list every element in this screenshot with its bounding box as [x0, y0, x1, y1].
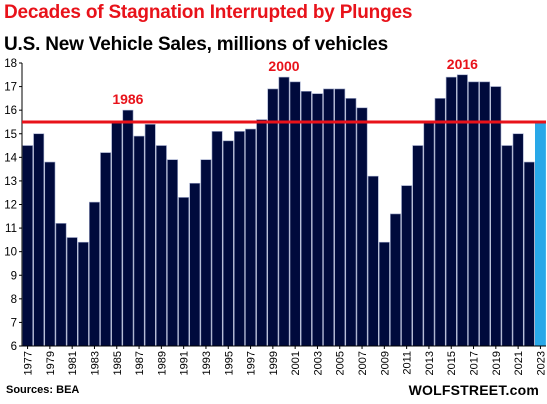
- bar-1978: [33, 133, 45, 347]
- bar-2021: [512, 133, 524, 347]
- bar-1988: [144, 124, 156, 347]
- bar-1989: [155, 145, 167, 347]
- bar-1991: [178, 197, 190, 347]
- x-tick-label-1987: 1987: [134, 351, 146, 375]
- bar-2009: [378, 241, 390, 347]
- bar-2013: [423, 121, 435, 347]
- x-tick-label-1999: 1999: [268, 351, 280, 375]
- y-tick-label-18: 18: [4, 58, 17, 70]
- y-tick-label-14: 14: [4, 152, 17, 164]
- bar-1977: [22, 145, 34, 347]
- bar-1998: [256, 119, 268, 347]
- x-tick-label-2011: 2011: [402, 351, 414, 375]
- x-tick-label-2001: 2001: [290, 351, 302, 375]
- bar-2016: [456, 74, 468, 347]
- y-tick-label-17: 17: [4, 82, 17, 94]
- bar-2002: [300, 91, 312, 347]
- bar-1999: [267, 88, 279, 347]
- bar-1987: [133, 135, 145, 347]
- bar-2010: [390, 213, 401, 347]
- x-tick-label-1977: 1977: [23, 351, 35, 375]
- y-tick-label-16: 16: [4, 105, 17, 117]
- bars-group: [22, 74, 546, 347]
- x-tick-label-2023: 2023: [535, 351, 547, 375]
- chart-title: Decades of Stagnation Interrupted by Plu…: [4, 2, 413, 23]
- bar-2000: [278, 76, 290, 347]
- chart-subtitle: U.S. New Vehicle Sales, millions of vehi…: [4, 34, 389, 55]
- y-tick-label-10: 10: [4, 247, 17, 259]
- x-tick-label-1979: 1979: [45, 351, 57, 375]
- bar-2012: [412, 145, 424, 347]
- bar-2007: [356, 107, 368, 347]
- y-tick-label-15: 15: [4, 129, 17, 141]
- bar-2006: [345, 98, 357, 347]
- x-tick-label-2007: 2007: [357, 351, 369, 375]
- y-axis: 6 7 8 9 10 11 12 13 14 15 16 17 18: [4, 58, 23, 353]
- bar-2015: [445, 76, 457, 347]
- x-tick-label-1983: 1983: [89, 351, 101, 375]
- x-tick-label-2003: 2003: [312, 351, 324, 375]
- x-tick-label-2021: 2021: [513, 351, 525, 375]
- x-tick-label-1995: 1995: [223, 351, 235, 375]
- bar-2004: [323, 88, 335, 347]
- annotation-2016: 2016: [447, 56, 478, 72]
- x-tick-label-1981: 1981: [67, 351, 79, 375]
- y-tick-label-6: 6: [11, 341, 17, 353]
- bar-2014: [434, 98, 446, 347]
- bar-1983: [89, 201, 100, 347]
- bar-1980: [55, 223, 67, 347]
- y-tick-label-7: 7: [11, 317, 17, 329]
- x-tick-label-2009: 2009: [379, 351, 391, 375]
- bar-2011: [401, 185, 413, 347]
- bar-2022: [523, 161, 535, 347]
- annotations-group: 1986 2000 2016: [112, 56, 478, 107]
- x-tick-label-2005: 2005: [335, 351, 347, 375]
- bar-2003: [312, 93, 323, 347]
- annotation-1986: 1986: [112, 91, 143, 107]
- bar-1992: [189, 182, 201, 347]
- bar-1984: [100, 152, 112, 347]
- bar-1994: [211, 131, 223, 347]
- bar-1993: [200, 159, 212, 347]
- bar-2020: [501, 145, 513, 347]
- bar-2005: [334, 88, 346, 347]
- x-tick-label-2015: 2015: [446, 351, 458, 375]
- bar-2023: [534, 121, 546, 347]
- bar-1981: [66, 237, 78, 347]
- x-tick-label-2013: 2013: [424, 351, 436, 375]
- y-tick-label-11: 11: [5, 223, 17, 235]
- source-note: Sources: BEA: [6, 384, 80, 396]
- x-tick-label-2019: 2019: [491, 351, 503, 375]
- x-axis: 1977 1979 1981 1983 1985 1987 1989 1991 1993 1995…: [22, 345, 547, 375]
- x-tick-label-1991: 1991: [179, 351, 191, 375]
- bar-1986: [122, 109, 134, 347]
- bar-1996: [233, 131, 245, 347]
- bar-1995: [222, 140, 234, 347]
- x-tick-label-2017: 2017: [469, 351, 481, 375]
- x-tick-label-1997: 1997: [246, 351, 258, 375]
- bar-2019: [490, 86, 502, 347]
- bar-1985: [111, 121, 123, 347]
- y-tick-label-9: 9: [11, 270, 17, 282]
- y-tick-label-8: 8: [11, 294, 17, 306]
- x-tick-label-1985: 1985: [112, 351, 124, 375]
- bar-2008: [367, 175, 379, 347]
- y-tick-label-13: 13: [4, 176, 17, 188]
- bar-1979: [44, 161, 56, 347]
- y-tick-label-12: 12: [4, 200, 17, 212]
- bar-1997: [245, 128, 256, 347]
- bar-1982: [77, 241, 89, 347]
- x-tick-label-1989: 1989: [156, 351, 168, 375]
- x-tick-label-1993: 1993: [201, 351, 213, 375]
- brand-watermark: WOLFSTREET.com: [408, 382, 539, 398]
- annotation-2000: 2000: [268, 58, 299, 74]
- bar-1990: [167, 159, 178, 347]
